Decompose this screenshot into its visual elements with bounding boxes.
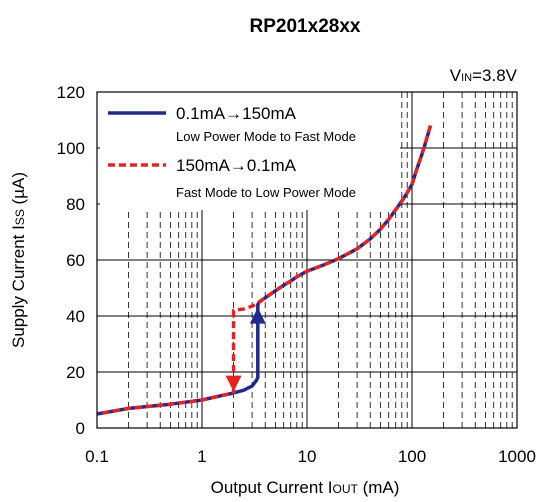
y-tick-label: 100 <box>57 139 85 158</box>
arrow-layer <box>225 307 266 392</box>
x-tick-label: 0.1 <box>85 447 109 466</box>
legend-label-series-1: 0.1mA→150mA <box>176 104 297 123</box>
x-tick-label: 1 <box>197 447 206 466</box>
condition-label: VIN=3.8V <box>450 66 518 85</box>
plot-frame <box>96 91 518 429</box>
legend-description-series-2: Fast Mode to Low Power Mode <box>176 185 356 200</box>
y-tick-label: 40 <box>66 307 85 326</box>
y-tick-label: 120 <box>57 83 85 102</box>
legend-description-series-1: Low Power Mode to Fast Mode <box>176 129 356 144</box>
legend-label-series-2: 150mA→0.1mA <box>176 156 297 175</box>
y-axis-label: Supply Current ISS (µA) <box>9 172 28 348</box>
arrowhead-up <box>249 307 266 324</box>
y-axis-ticks: 0 20 40 60 80 100 120 <box>57 83 85 438</box>
chart-title: RP201x28xx <box>250 16 361 37</box>
y-tick-label: 60 <box>66 251 85 270</box>
arrowhead-down <box>225 375 242 392</box>
x-tick-label: 10 <box>298 447 317 466</box>
x-axis-label: Output Current IOUT (mA) <box>211 478 400 497</box>
legend: 0.1mA→150mA Low Power Mode to Fast Mode … <box>100 92 400 210</box>
y-tick-label: 80 <box>66 195 85 214</box>
x-tick-label: 1000 <box>498 447 536 466</box>
y-tick-label: 20 <box>66 363 85 382</box>
series-line-2 <box>96 125 433 416</box>
x-axis-ticks: 0.1 1 10 100 1000 <box>85 447 536 466</box>
series-layer <box>96 125 433 416</box>
x-tick-label: 100 <box>398 447 426 466</box>
y-tick-label: 0 <box>76 419 85 438</box>
